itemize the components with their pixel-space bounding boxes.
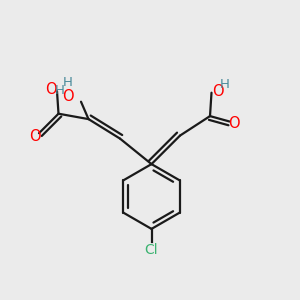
Text: H: H	[55, 84, 64, 97]
Text: H: H	[62, 76, 72, 89]
Text: H: H	[220, 78, 230, 91]
Text: O: O	[212, 84, 224, 99]
Text: Cl: Cl	[145, 243, 158, 257]
Text: O: O	[229, 116, 240, 131]
Text: O: O	[29, 129, 40, 144]
Text: O: O	[62, 89, 73, 104]
Text: O: O	[45, 82, 57, 97]
